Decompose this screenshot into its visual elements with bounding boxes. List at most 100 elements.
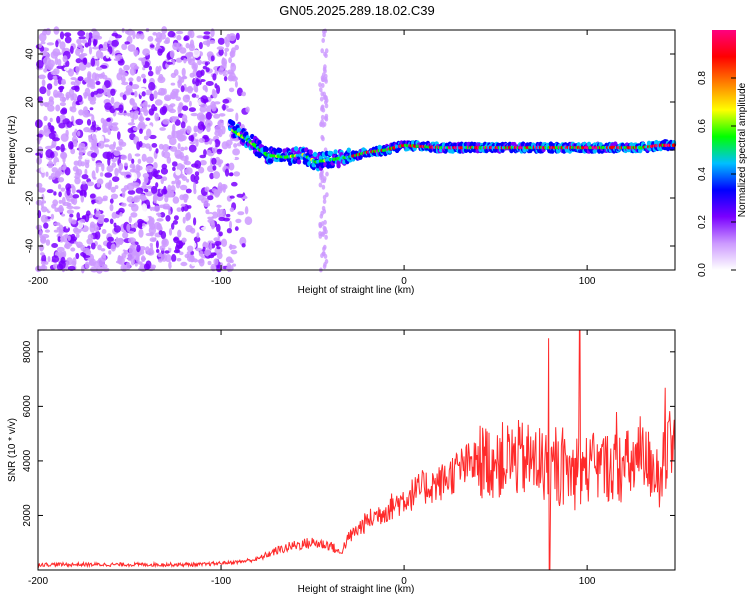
spectrogram-noise-cell bbox=[47, 63, 54, 71]
spectrogram-stripe-cell bbox=[321, 38, 326, 43]
spectrogram-noise-cell bbox=[109, 204, 114, 212]
spectrogram-noise-cell bbox=[70, 77, 77, 81]
spectrogram-noise-cell bbox=[128, 230, 135, 234]
spectrogram-noise-cell bbox=[142, 48, 151, 56]
spectrogram-noise-cell bbox=[70, 81, 76, 85]
spectrogram-noise-cell bbox=[142, 181, 147, 188]
spectrogram-noise-cell bbox=[102, 128, 109, 133]
spectrogram-noise-cell bbox=[76, 212, 80, 220]
spectrogram-noise-cell bbox=[86, 118, 92, 126]
spectrogram-noise-cell bbox=[119, 212, 123, 217]
spectrogram-noise-cell bbox=[53, 229, 59, 233]
spectrogram-noise-cell bbox=[164, 254, 172, 263]
spectrogram-noise-cell bbox=[155, 38, 163, 43]
spectrogram-noise-cell bbox=[169, 146, 178, 152]
spectrogram-noise-cell bbox=[50, 213, 55, 220]
spectrogram-noise-cell bbox=[68, 172, 76, 178]
spectrogram-noise-cell bbox=[182, 75, 187, 79]
spectrogram-noise-cell bbox=[95, 80, 101, 86]
spectrogram-noise-cell bbox=[159, 127, 166, 131]
spectrogram-noise-cell bbox=[177, 143, 181, 150]
spectrogram-noise-cell bbox=[216, 46, 225, 51]
spectrogram-stripe-cell bbox=[322, 264, 327, 270]
spectrogram-noise-cell bbox=[205, 67, 210, 73]
spectrogram-noise-cell bbox=[142, 173, 150, 179]
spectrogram-noise-cell bbox=[99, 214, 105, 218]
spectrogram-noise-cell bbox=[128, 216, 132, 224]
spectrogram-ridge-halo bbox=[613, 141, 618, 147]
spectrogram-noise-cell bbox=[134, 262, 138, 267]
spectrogram-noise-cell bbox=[194, 175, 200, 182]
spectrogram-noise-cell bbox=[195, 94, 199, 99]
spectrogram-noise-cell bbox=[98, 140, 105, 149]
spectrogram-noise-cell bbox=[64, 32, 72, 37]
spectrogram-noise-cell bbox=[209, 242, 213, 251]
spectrogram-noise-cell bbox=[192, 57, 196, 62]
spectrogram-noise-cell bbox=[81, 174, 89, 180]
spectrogram-noise-cell bbox=[172, 161, 178, 167]
spectrogram-noise-cell bbox=[186, 251, 191, 255]
spectrogram-noise-cell bbox=[85, 32, 90, 40]
spectrogram-noise-cell bbox=[70, 233, 76, 239]
spectrogram-noise-cell bbox=[95, 165, 99, 174]
spectrogram-noise-cell bbox=[174, 149, 182, 158]
spectrogram-noise-cell bbox=[179, 184, 188, 191]
spectrogram-noise-cell bbox=[180, 121, 186, 129]
spectrogram-noise-cell bbox=[197, 121, 205, 130]
spectrogram-noise-cell bbox=[216, 252, 223, 260]
spectrogram-noise-cell bbox=[131, 203, 139, 212]
spectrogram-noise-cell bbox=[181, 237, 187, 243]
spectrogram-noise-cell bbox=[150, 185, 158, 194]
spectrogram-noise-cell bbox=[74, 85, 80, 92]
spectrogram-noise-cell bbox=[170, 82, 176, 86]
spectrogram-noise-cell bbox=[100, 248, 106, 252]
snr-y-label: SNR (10 * v/v) bbox=[7, 418, 18, 482]
spectrogram-noise-cell bbox=[65, 60, 70, 68]
spectrogram-noise-cell bbox=[47, 104, 55, 112]
spectrogram-noise-cell bbox=[202, 242, 209, 249]
spectrogram-noise-cell bbox=[110, 88, 116, 97]
spectrogram-noise-cell bbox=[234, 214, 239, 220]
spectrogram-noise-cell bbox=[114, 185, 119, 190]
spectrogram-stripe-cell bbox=[323, 219, 327, 225]
spectrogram-noise-cell bbox=[169, 137, 177, 146]
spectrogram-noise-cell bbox=[122, 190, 126, 198]
spectrogram-ridge-halo bbox=[264, 146, 269, 153]
spectrogram-noise-cell bbox=[126, 196, 135, 203]
spectrogram-noise-cell bbox=[78, 109, 84, 116]
spectrogram-noise-cell bbox=[67, 68, 75, 77]
spectrogram-noise-cell bbox=[184, 160, 191, 166]
spectrogram-noise-cell bbox=[58, 224, 64, 233]
spectrogram-noise-cell bbox=[216, 204, 222, 208]
spectrogram-noise-cell bbox=[144, 188, 149, 193]
spectrogram-stripe-cell bbox=[320, 134, 325, 140]
spectrogram-noise-cell bbox=[175, 75, 179, 82]
spectrogram-noise-cell bbox=[158, 230, 163, 236]
spectrogram-noise-cell bbox=[134, 153, 141, 157]
spectrogram-noise-cell bbox=[145, 117, 151, 121]
spectrogram-noise-cell bbox=[148, 171, 153, 180]
spectrogram-noise-cell bbox=[186, 178, 190, 183]
spectrogram-stripe-cell bbox=[324, 95, 328, 101]
spectrogram-noise-cell bbox=[91, 139, 98, 148]
spectrogram-noise-cell bbox=[154, 112, 159, 122]
spectrogram-noise-cell bbox=[213, 189, 221, 197]
spectrogram-noise-cell bbox=[164, 195, 169, 203]
spectrogram-noise-cell bbox=[123, 64, 130, 71]
spectrogram-ridge-halo bbox=[277, 147, 283, 154]
spectrogram-noise-cell bbox=[95, 66, 103, 71]
spectrogram-noise-cell bbox=[58, 122, 66, 129]
spectrogram-noise-cell bbox=[205, 209, 210, 215]
spectrogram-noise-cell bbox=[182, 216, 186, 224]
spectrogram-noise-cell bbox=[122, 231, 129, 239]
spectrogram-noise-cell bbox=[113, 150, 121, 157]
spectrogram-noise-cell bbox=[180, 85, 185, 93]
spectrogram-noise-cell bbox=[222, 98, 230, 104]
spectrogram-noise-cell bbox=[216, 223, 221, 233]
spectrogram-noise-cell bbox=[128, 77, 134, 82]
spectrogram-noise-cell bbox=[185, 42, 190, 49]
spectrogram-noise-cell bbox=[137, 158, 142, 164]
spectrogram-noise-cell bbox=[75, 118, 84, 126]
spectrogram-noise-cell bbox=[236, 193, 244, 198]
